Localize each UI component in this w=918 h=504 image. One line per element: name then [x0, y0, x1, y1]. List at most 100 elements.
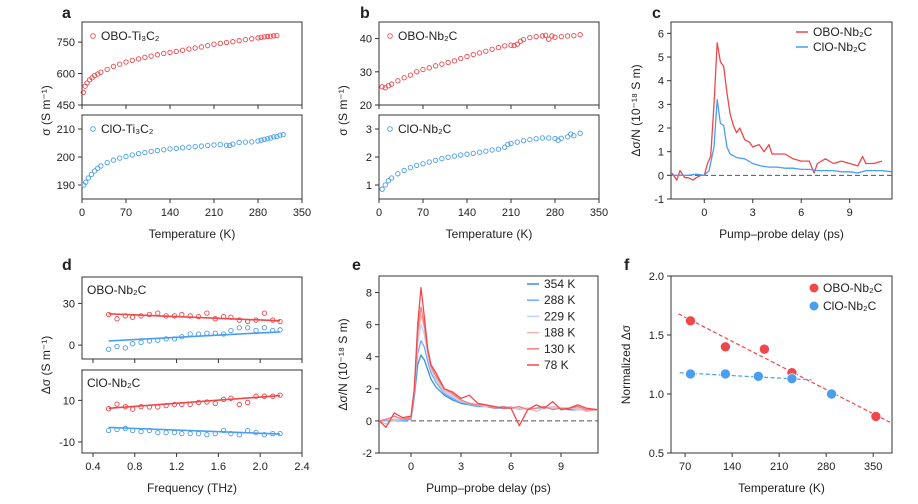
y-tick-label: 8	[366, 288, 372, 300]
data-point	[274, 133, 280, 140]
x-axis-label: Temperature (K)	[149, 227, 236, 241]
x-tick-label: 9	[847, 207, 853, 219]
data-point	[129, 152, 135, 158]
data-point	[138, 403, 144, 410]
data-point	[230, 141, 236, 147]
data-point	[476, 149, 483, 155]
data-point	[261, 136, 267, 143]
data-point	[379, 186, 385, 192]
data-point	[786, 373, 798, 384]
y-tick-label: 30	[360, 67, 372, 79]
data-point	[245, 427, 251, 434]
data-point	[253, 429, 259, 436]
fit-line	[108, 313, 281, 322]
y-tick-label: 0	[69, 340, 75, 352]
fit-line	[679, 372, 812, 381]
data-point	[138, 339, 144, 345]
y-tick-label: -1	[654, 194, 664, 206]
data-point	[267, 33, 274, 39]
y-tick-label: 4	[658, 76, 664, 88]
subplot-label: ClO-Nb₂C	[87, 376, 141, 390]
x-axis-label: Pump–probe delay (ps)	[426, 481, 551, 495]
data-point	[261, 432, 268, 438]
data-point	[432, 157, 439, 164]
data-point	[227, 142, 233, 149]
data-point	[148, 53, 154, 59]
x-tick-label: 210	[502, 207, 520, 219]
data-point	[395, 171, 401, 177]
data-point	[204, 310, 210, 316]
x-tick-label: 280	[249, 207, 267, 219]
data-point	[148, 148, 154, 155]
data-point	[520, 36, 527, 43]
data-point	[84, 80, 90, 86]
x-tick-label: 6	[798, 207, 804, 219]
data-point	[138, 428, 144, 435]
data-point	[122, 403, 129, 410]
data-point	[458, 152, 464, 158]
data-point	[577, 31, 583, 38]
data-point	[130, 314, 136, 320]
data-point	[261, 325, 268, 331]
data-point	[508, 140, 514, 147]
data-point	[228, 327, 234, 334]
fit-line	[108, 331, 281, 342]
data-point	[163, 402, 169, 409]
y-axis-label: σ (S m⁻¹)	[336, 85, 350, 135]
legend-label: 288 K	[544, 293, 575, 307]
data-point	[388, 81, 395, 87]
data-point	[110, 157, 117, 163]
data-point	[539, 33, 546, 39]
data-point	[186, 144, 192, 150]
data-point	[395, 78, 401, 84]
legend-label: 229 K	[544, 309, 575, 323]
data-point	[204, 330, 210, 336]
plot-frame	[670, 21, 893, 200]
data-point	[142, 149, 148, 156]
data-point	[154, 147, 161, 154]
data-point	[142, 54, 148, 61]
x-tick-label: 1.2	[169, 461, 184, 473]
y-tick-label: 1	[658, 147, 664, 159]
y-tick-label: 30	[63, 298, 75, 310]
data-point	[720, 341, 731, 353]
data-point	[261, 310, 268, 316]
legend-label: 78 K	[544, 358, 569, 372]
data-point	[198, 44, 205, 50]
data-point	[483, 48, 489, 54]
data-point	[146, 311, 153, 318]
data-point	[236, 317, 242, 323]
x-axis-label: Temperature (K)	[446, 227, 533, 241]
data-point	[129, 57, 135, 64]
y-tick-label: 3	[658, 99, 664, 111]
data-point	[542, 32, 549, 38]
data-point	[267, 135, 274, 141]
data-point	[217, 40, 223, 47]
x-tick-label: 3	[750, 207, 756, 219]
data-point	[171, 336, 178, 342]
data-point	[759, 343, 770, 355]
data-point	[220, 331, 227, 337]
data-point	[211, 142, 217, 148]
data-point	[277, 327, 283, 333]
data-point	[146, 427, 153, 434]
plot-frame	[378, 275, 599, 454]
data-point	[520, 138, 527, 144]
data-point	[146, 404, 153, 410]
legend-label: ClO-Ti₃C₂	[101, 122, 154, 136]
x-tick-label: 0	[701, 207, 707, 219]
data-point	[130, 427, 136, 434]
data-point	[204, 399, 210, 405]
data-point	[564, 134, 571, 140]
y-axis-label: Δσ/N (10⁻¹⁸ S m)	[629, 64, 643, 156]
data-point	[85, 175, 91, 181]
data-point	[106, 346, 112, 352]
x-axis-label: Temperature (K)	[738, 481, 825, 495]
data-point	[236, 432, 242, 438]
y-tick-label: 20	[360, 100, 372, 112]
data-point	[546, 36, 552, 42]
data-point	[270, 393, 276, 399]
y-tick-label: 750	[57, 37, 75, 49]
data-point	[464, 151, 470, 157]
data-point	[228, 314, 234, 320]
